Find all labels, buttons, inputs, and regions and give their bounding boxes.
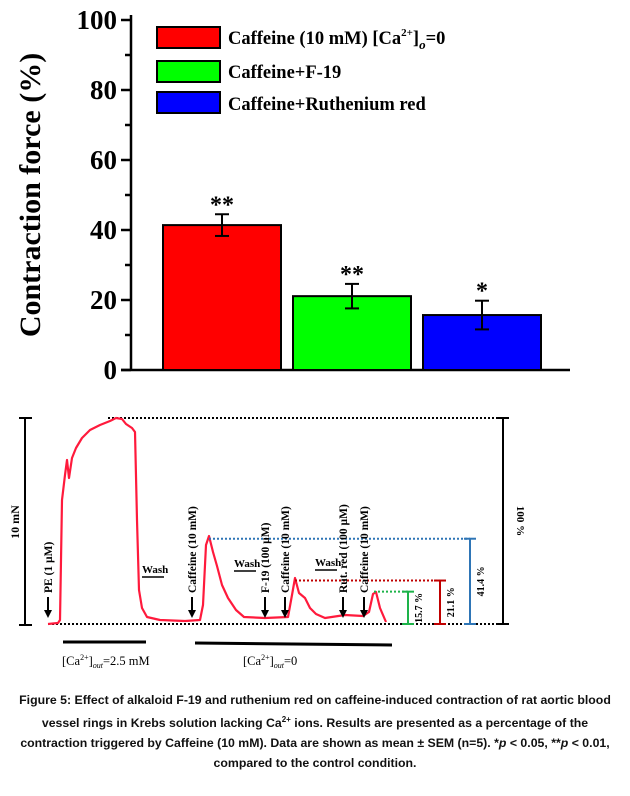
measurement-label: 15.7 % xyxy=(414,593,425,623)
y-tick-label: 80 xyxy=(90,75,117,105)
significance-label: * xyxy=(476,279,488,305)
legend-swatch-f19 xyxy=(156,60,221,83)
legend-swatch-caffeine xyxy=(156,26,221,49)
full-scale-bar xyxy=(497,417,509,625)
scale-bar-label: 10 mN xyxy=(8,505,22,539)
y-tick-label: 40 xyxy=(90,215,117,245)
period-label-calcium: [Ca2+]out=2.5 mM xyxy=(62,653,150,670)
full-scale-label: 100 % xyxy=(514,506,526,536)
y-tick-label: 20 xyxy=(90,285,117,315)
event-label: Caffeine (10 mM) xyxy=(359,506,371,593)
event-label: F-19 (100 µM) xyxy=(260,522,272,593)
significance-label: ** xyxy=(210,192,234,218)
significance-label: ** xyxy=(340,262,364,288)
y-axis-label: Contraction force (%) xyxy=(14,53,47,337)
bars: ***** xyxy=(162,192,542,371)
scale-bar-10mn xyxy=(19,417,32,626)
period-bar-calcium-free xyxy=(194,641,393,647)
measurement-label: 41.4 % xyxy=(476,566,487,596)
measurement-label: 21.1 % xyxy=(446,587,457,617)
event-label: Caffeine (10 mM) xyxy=(187,506,199,593)
figure-caption: Figure 5: Effect of alkaloid F-19 and ru… xyxy=(19,693,611,771)
y-tick-label: 100 xyxy=(77,5,118,35)
arrow-head-icon xyxy=(281,610,289,618)
wash-label: Wash xyxy=(234,558,260,570)
legend-label-f19: Caffeine+F-19 xyxy=(228,63,341,83)
legend-label-ruthenium: Caffeine+Ruthenium red xyxy=(228,95,426,115)
y-tick-label: 60 xyxy=(90,145,117,175)
wash-markers: Wash Wash Wash xyxy=(142,557,341,578)
arrow-head-icon xyxy=(188,610,196,618)
force-trace: 10 mN 100 % 15.7 % 21.1 % 41.4 % PE (1 µM)… xyxy=(8,416,526,670)
event-label: Caffeine (10 mM) xyxy=(280,506,292,593)
legend-swatch-ruthenium xyxy=(156,91,221,114)
arrow-head-icon xyxy=(339,610,347,618)
event-markers: PE (1 µM) Caffeine (10 mM) F-19 (100 µM) Ca… xyxy=(43,504,371,618)
wash-label: Wash xyxy=(142,564,168,576)
event-label: PE (1 µM) xyxy=(43,541,55,593)
trace-line xyxy=(47,416,388,626)
measurements: 15.7 % 21.1 % 41.4 % xyxy=(209,537,487,625)
arrow-head-icon xyxy=(44,610,52,618)
period-label-calcium-free: [Ca2+]out=0 xyxy=(243,653,297,670)
event-label: Rut. red (100 µM) xyxy=(338,504,350,593)
legend: Caffeine (10 mM) [Ca2+]o=0 Caffeine+F-19… xyxy=(156,26,445,115)
wash-label: Wash xyxy=(315,557,341,569)
arrow-head-icon xyxy=(261,610,269,618)
y-tick-label: 0 xyxy=(104,355,118,385)
arrow-head-icon xyxy=(360,610,368,618)
legend-label-caffeine: Caffeine (10 mM) [Ca2+]o=0 xyxy=(228,27,445,52)
